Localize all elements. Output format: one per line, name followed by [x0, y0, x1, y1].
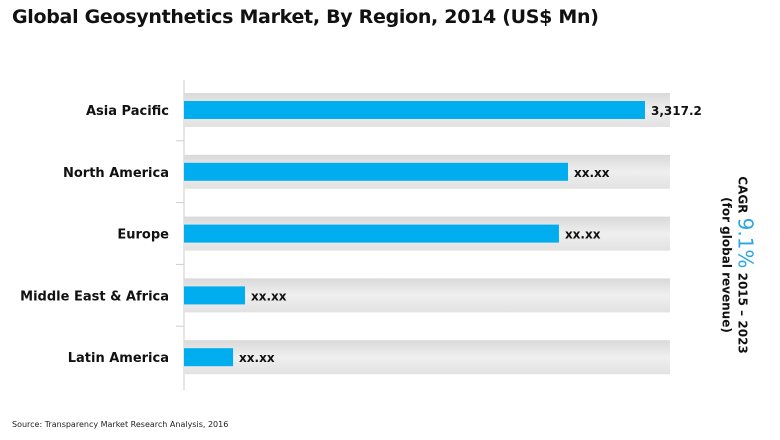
- bar: [184, 162, 568, 181]
- cagr-period: 2015 – 2023: [735, 272, 750, 354]
- bar: [184, 286, 246, 305]
- data-label: xx.xx: [251, 289, 287, 303]
- category-label: Europe: [117, 228, 169, 243]
- cagr-note: (for global revenue): [719, 197, 734, 333]
- bar: [184, 224, 559, 243]
- bar: [184, 348, 234, 367]
- cagr-value: 9.1%: [733, 217, 758, 269]
- data-label: xx.xx: [574, 166, 610, 180]
- category-label: North America: [63, 166, 169, 181]
- cagr-annotation: CAGR 9.1% 2015 – 2023 (for global revenu…: [719, 176, 758, 354]
- source-note: Source: Transparency Market Research Ana…: [12, 420, 229, 429]
- category-label: Middle East & Africa: [20, 289, 169, 304]
- data-label: xx.xx: [565, 228, 601, 242]
- row-band: [184, 278, 670, 313]
- category-label: Asia Pacific: [86, 104, 169, 119]
- data-label: 3,317.2: [651, 104, 702, 118]
- cagr-prefix: CAGR: [735, 176, 750, 214]
- data-label: xx.xx: [239, 351, 275, 365]
- category-label: Latin America: [68, 351, 169, 366]
- row-band: [184, 340, 670, 375]
- bar: [184, 101, 645, 119]
- chart-title: Global Geosynthetics Market, By Region, …: [12, 6, 599, 28]
